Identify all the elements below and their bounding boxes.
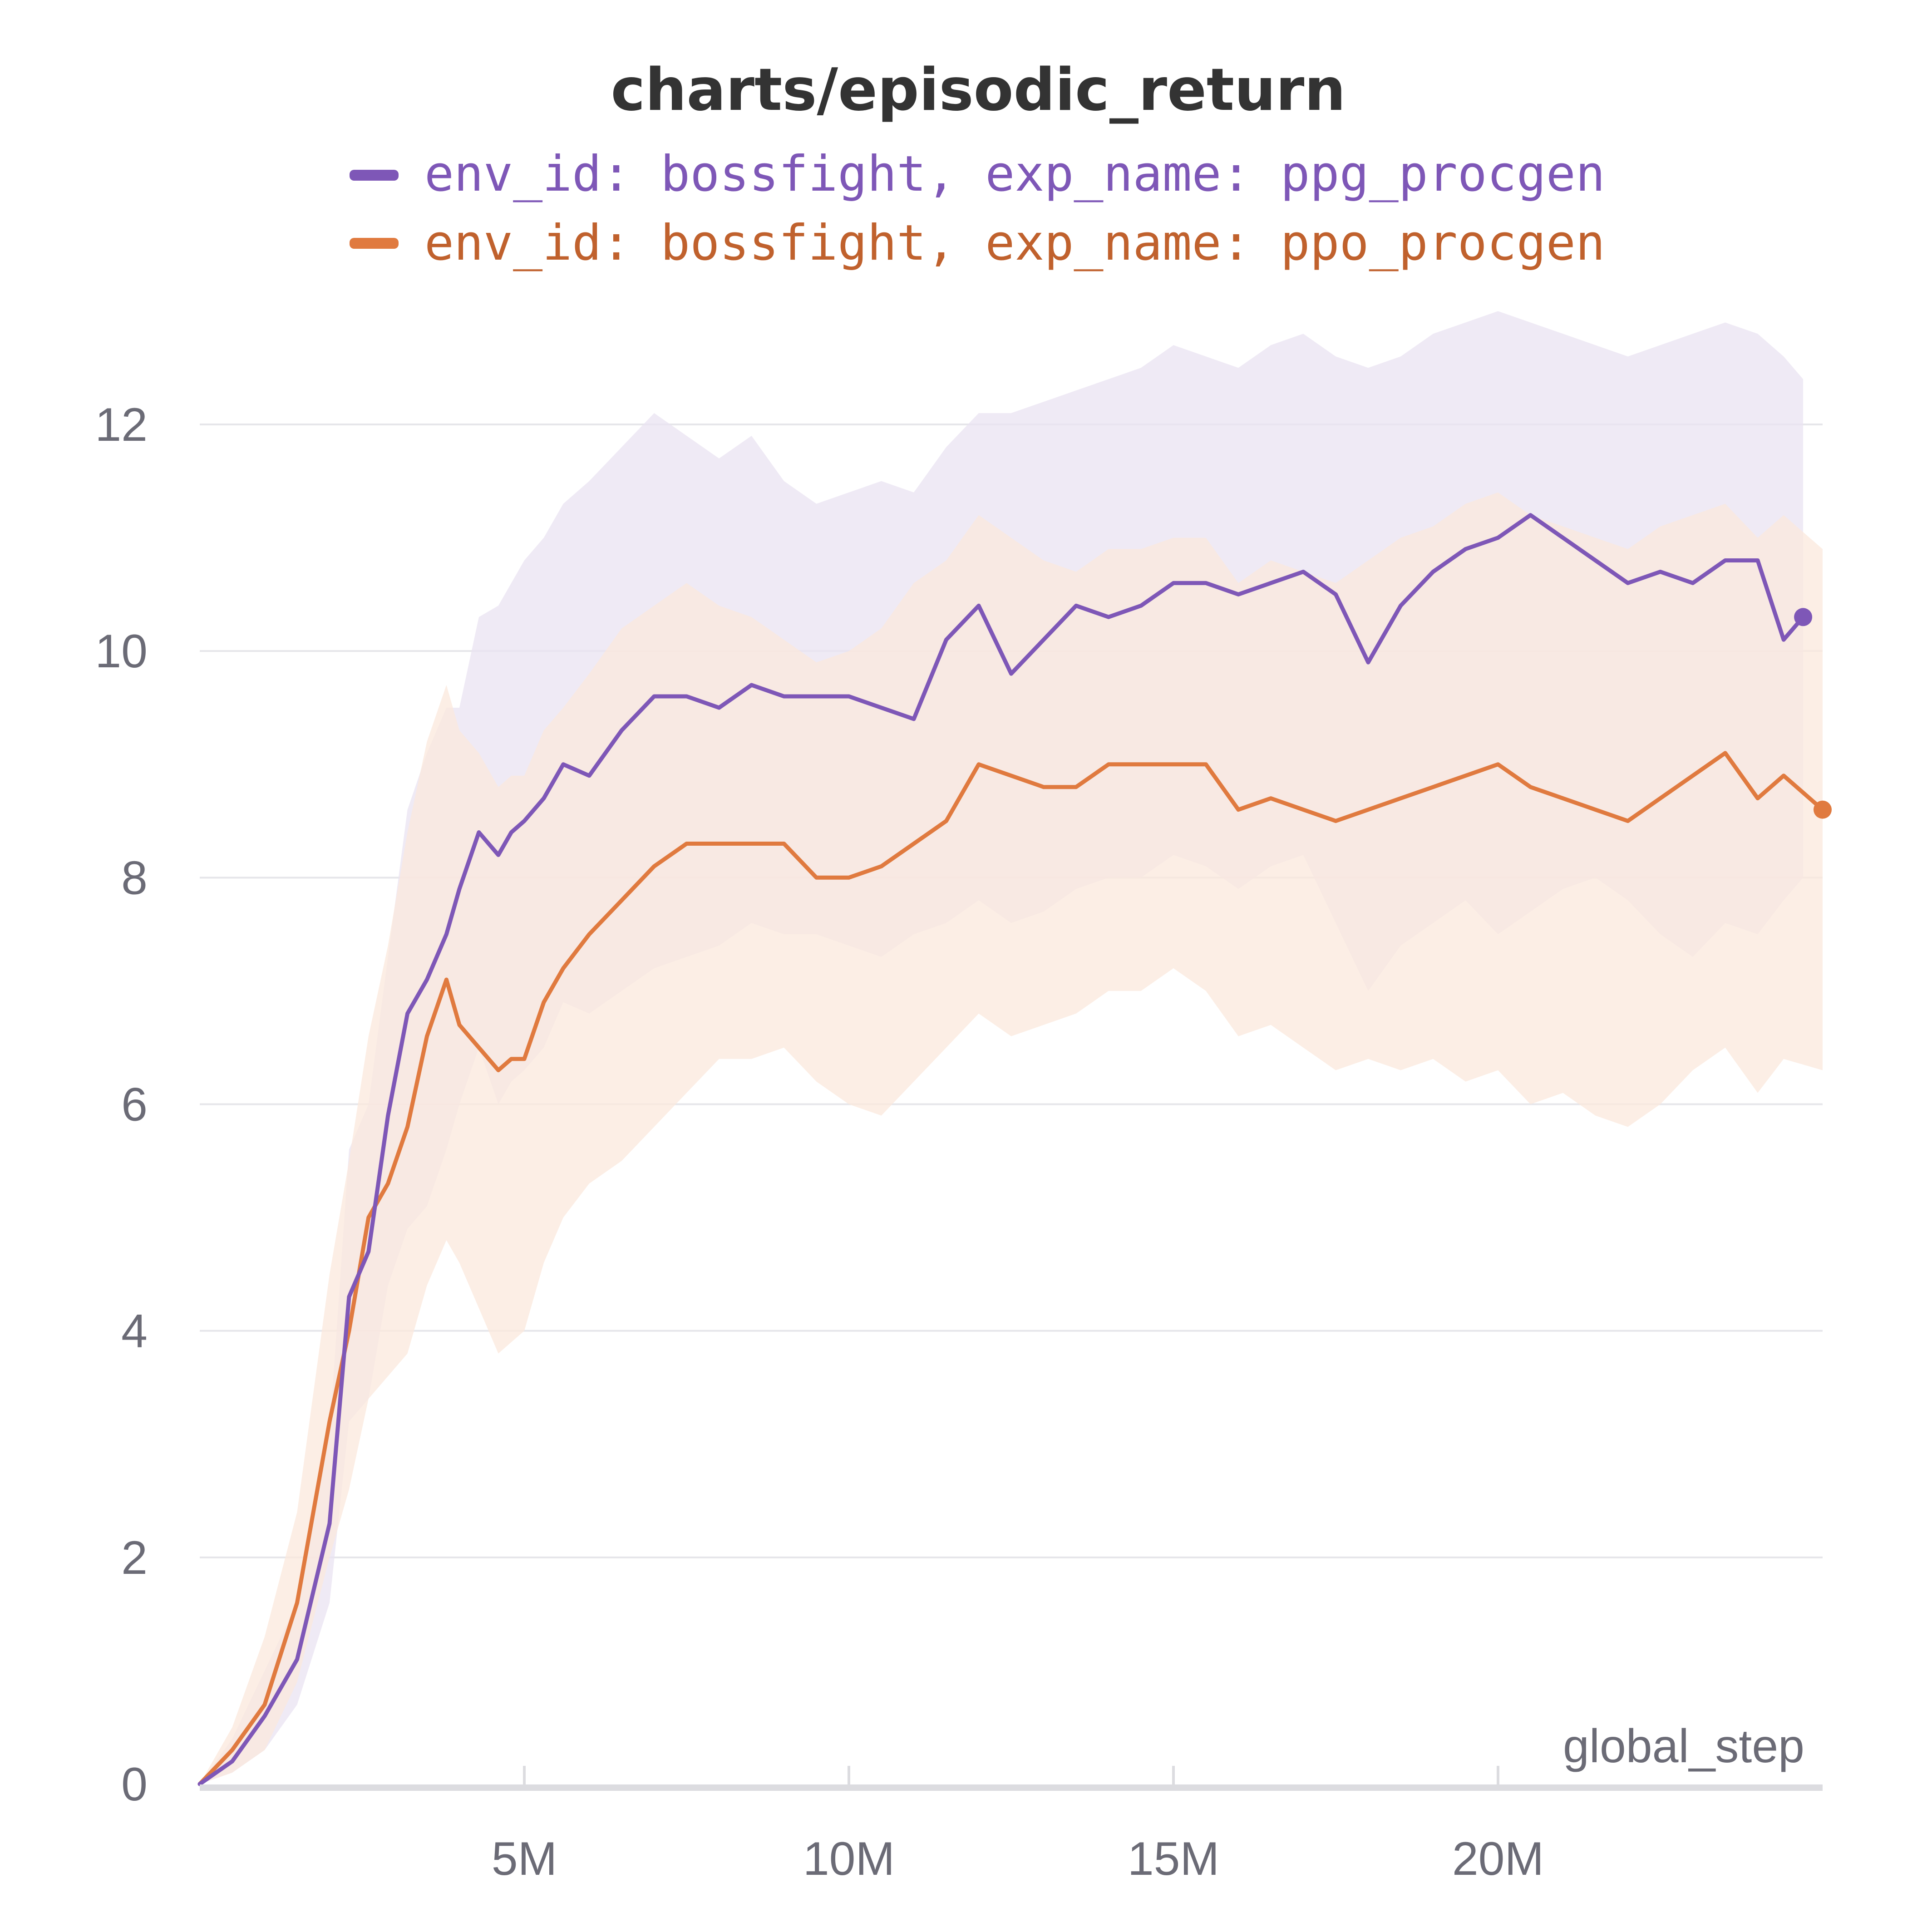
x-tick-label: 5M xyxy=(492,1833,557,1885)
legend-label-ppg: env_id: bossfight, exp_name: ppg_procgen xyxy=(424,146,1605,202)
y-tick-label: 8 xyxy=(121,852,148,904)
y-tick-label: 4 xyxy=(121,1305,148,1358)
y-tick-label: 10 xyxy=(95,625,148,678)
endpoint-ppo xyxy=(1814,800,1832,819)
series-endpoints xyxy=(1794,608,1832,819)
legend-swatch-ppo xyxy=(350,238,399,249)
confidence-bands xyxy=(200,311,1823,1784)
y-tick-label: 0 xyxy=(121,1758,148,1811)
x-axis: 5M 10M 15M 20M xyxy=(200,1766,1823,1885)
legend-item-ppg[interactable]: env_id: bossfight, exp_name: ppg_procgen xyxy=(350,146,1605,202)
y-axis-ticks: 0 2 4 6 8 10 12 xyxy=(95,399,148,1811)
line-ppg[interactable] xyxy=(197,513,1805,1786)
y-tick-label: 2 xyxy=(121,1532,148,1584)
x-tick-label: 10M xyxy=(803,1833,895,1885)
x-tick-label: 15M xyxy=(1128,1833,1219,1885)
endpoint-ppg xyxy=(1794,608,1813,626)
legend-label-ppo: env_id: bossfight, exp_name: ppo_procgen xyxy=(424,215,1605,271)
legend-swatch-ppg xyxy=(350,170,399,181)
band-ppo xyxy=(200,492,1823,1784)
x-tick-label: 20M xyxy=(1452,1833,1544,1885)
legend-item-ppo[interactable]: env_id: bossfight, exp_name: ppo_procgen xyxy=(350,215,1605,271)
series-lines xyxy=(197,513,1825,1786)
legend: env_id: bossfight, exp_name: ppg_procgen… xyxy=(350,146,1605,271)
y-tick-label: 6 xyxy=(121,1079,148,1131)
chart-title: charts/episodic_return xyxy=(611,56,1346,124)
line-ppo[interactable] xyxy=(197,751,1825,1786)
x-axis-label: global_step xyxy=(1563,1720,1804,1773)
y-tick-label: 12 xyxy=(95,399,148,451)
